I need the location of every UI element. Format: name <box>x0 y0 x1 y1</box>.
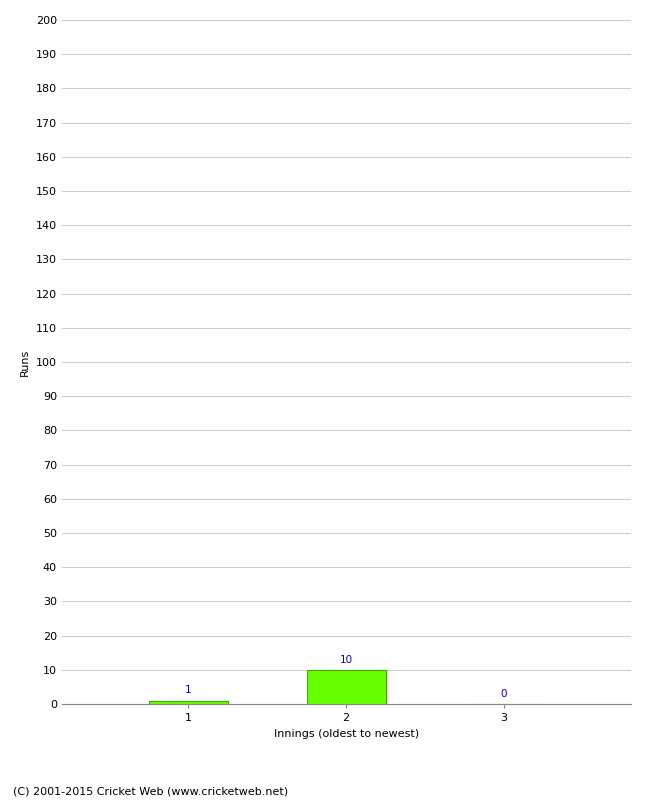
Text: (C) 2001-2015 Cricket Web (www.cricketweb.net): (C) 2001-2015 Cricket Web (www.cricketwe… <box>13 786 288 796</box>
Text: 10: 10 <box>339 654 353 665</box>
X-axis label: Innings (oldest to newest): Innings (oldest to newest) <box>274 729 419 738</box>
Y-axis label: Runs: Runs <box>20 348 30 376</box>
Bar <box>149 701 227 704</box>
Bar <box>307 670 385 704</box>
Text: 1: 1 <box>185 686 192 695</box>
Text: 0: 0 <box>501 689 508 699</box>
